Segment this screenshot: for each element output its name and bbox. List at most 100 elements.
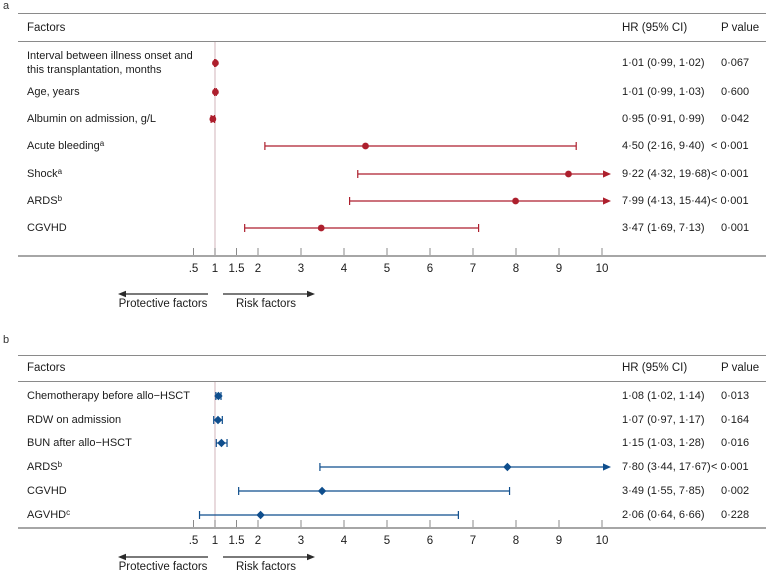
ci-marker	[209, 115, 217, 123]
protective-arrowhead-icon	[118, 553, 126, 561]
axis-tick-label: 1	[212, 535, 218, 547]
ci-marker	[212, 88, 219, 96]
axis-tick-label: 8	[513, 535, 519, 547]
p-value: 0·067	[721, 57, 750, 69]
axis-tick-label: 4	[341, 263, 348, 275]
p-value: 0·600	[721, 86, 750, 98]
ci-marker	[503, 462, 512, 472]
factor-label: ARDSb	[27, 460, 63, 474]
ci-marker	[317, 486, 327, 496]
forest-plot-canvas: .5 1 1.5 2 3 4 5 6 7 8 9 10	[18, 42, 766, 298]
header-underline	[18, 381, 766, 382]
hr-ci-value: 1·01 (0·99, 1·02)	[622, 57, 705, 69]
axis-tick-label: .5	[189, 263, 199, 275]
p-value: < 0·001	[711, 461, 749, 473]
protective-factors-label: Protective factors	[118, 298, 208, 310]
risk-factors-label: Risk factors	[235, 561, 297, 573]
table-top-rule	[18, 355, 766, 356]
protective-arrowhead-icon	[118, 290, 126, 298]
panel-letter: b	[3, 334, 10, 346]
axis-tick-label: 4	[341, 535, 348, 547]
panel-b: b Factors HR (95% CI) P value .5 1 1.5 2 3 4 5…	[0, 332, 771, 574]
axis-tick-label: 1.5	[229, 535, 245, 547]
ci-marker	[512, 197, 519, 205]
column-header-factors: Factors	[27, 362, 66, 374]
ci-clip-arrowhead-icon	[603, 170, 611, 178]
hr-ci-value: 1·08 (1·02, 1·14)	[622, 390, 705, 402]
column-header-factors: Factors	[27, 22, 66, 34]
axis-tick-label: 5	[384, 535, 390, 547]
hr-ci-value: 2·06 (0·64, 6·66)	[622, 509, 705, 521]
hr-ci-value: 9·22 (4·32, 19·68)	[622, 168, 711, 180]
ci-clip-arrowhead-icon	[603, 197, 611, 205]
hr-ci-value: 7·80 (3·44, 17·67)	[622, 461, 711, 473]
risk-arrowhead-icon	[307, 553, 315, 561]
factor-label: AGVHDc	[27, 508, 71, 522]
hr-ci-value: 3·47 (1·69, 7·13)	[622, 222, 705, 234]
ci-marker	[213, 415, 223, 425]
factor-label: Age, years	[27, 86, 80, 98]
column-header-p-value: P value	[721, 362, 760, 374]
ci-clip-arrowhead-icon	[603, 463, 611, 471]
footnote-superscript: b	[57, 460, 63, 469]
ci-marker	[212, 59, 219, 67]
hr-ci-value: 3·49 (1·55, 7·85)	[622, 485, 705, 497]
table-top-rule	[18, 13, 766, 14]
hr-ci-value: 1·01 (0·99, 1·03)	[622, 86, 705, 98]
axis-tick-label: 3	[298, 535, 304, 547]
axis-tick-label: 1.5	[229, 263, 245, 275]
factor-label: Acute bleedinga	[27, 139, 105, 153]
p-value: < 0·001	[711, 195, 749, 207]
axis-tick-label: 5	[384, 263, 390, 275]
axis-tick-label: 3	[298, 263, 304, 275]
axis-tick-label: 7	[470, 535, 476, 547]
p-value: 0·002	[721, 485, 750, 497]
factor-label: RDW on admission	[27, 414, 122, 426]
axis-tick-label: 10	[596, 535, 609, 547]
axis-tick-label: 2	[255, 535, 261, 547]
factor-label: CGVHD	[27, 485, 67, 497]
axis-tick-label: 1	[212, 263, 218, 275]
hr-ci-value: 1·07 (0·97, 1·17)	[622, 414, 705, 426]
axis-tick-label: 10	[596, 263, 609, 275]
axis-tick-label: 9	[556, 263, 562, 275]
factor-label: Shocka	[27, 167, 63, 181]
axis-tick-label: 7	[470, 263, 476, 275]
p-value: 0·228	[721, 509, 750, 521]
panel-letter: a	[3, 0, 10, 12]
axis-tick-label: 9	[556, 535, 562, 547]
header-underline	[18, 41, 766, 42]
risk-arrowhead-icon	[307, 290, 315, 298]
factor-label: CGVHD	[27, 222, 67, 234]
footnote-superscript: a	[57, 167, 63, 176]
ci-marker	[362, 142, 369, 150]
axis-tick-label: 6	[427, 535, 433, 547]
ci-marker	[214, 391, 223, 401]
p-value: 0·016	[721, 437, 750, 449]
ci-marker	[317, 224, 325, 232]
axis-tick-label: .5	[189, 535, 199, 547]
factor-label: Interval between illness onset and this t…	[27, 50, 193, 76]
panel-a: a Factors HR (95% CI) P value .5 1 1.5 2 3 4 5…	[3, 0, 766, 310]
p-value: 0·013	[721, 390, 750, 402]
hr-ci-value: 0·95 (0·91, 0·99)	[622, 113, 705, 125]
factor-label: Chemotherapy before allo−HSCT	[27, 390, 190, 402]
footnote-superscript: a	[99, 139, 105, 148]
p-value: 0·001	[721, 222, 750, 234]
hr-ci-value: 1·15 (1·03, 1·28)	[622, 437, 705, 449]
ci-marker	[256, 510, 265, 520]
hr-ci-value: 7·99 (4·13, 15·44)	[622, 195, 711, 207]
axis-tick-label: 2	[255, 263, 261, 275]
p-value: < 0·001	[711, 140, 749, 152]
axis-tick-label: 8	[513, 263, 519, 275]
footnote-superscript: c	[66, 508, 71, 517]
factor-label: ARDSb	[27, 194, 63, 208]
ci-marker	[217, 438, 226, 448]
p-value: 0·042	[721, 113, 750, 125]
column-header-p-value: P value	[721, 22, 760, 34]
risk-factors-label: Risk factors	[235, 298, 297, 310]
factor-label: BUN after allo−HSCT	[27, 437, 132, 449]
ci-marker	[565, 170, 572, 178]
column-header-hr-ci: HR (95% CI)	[622, 362, 688, 374]
